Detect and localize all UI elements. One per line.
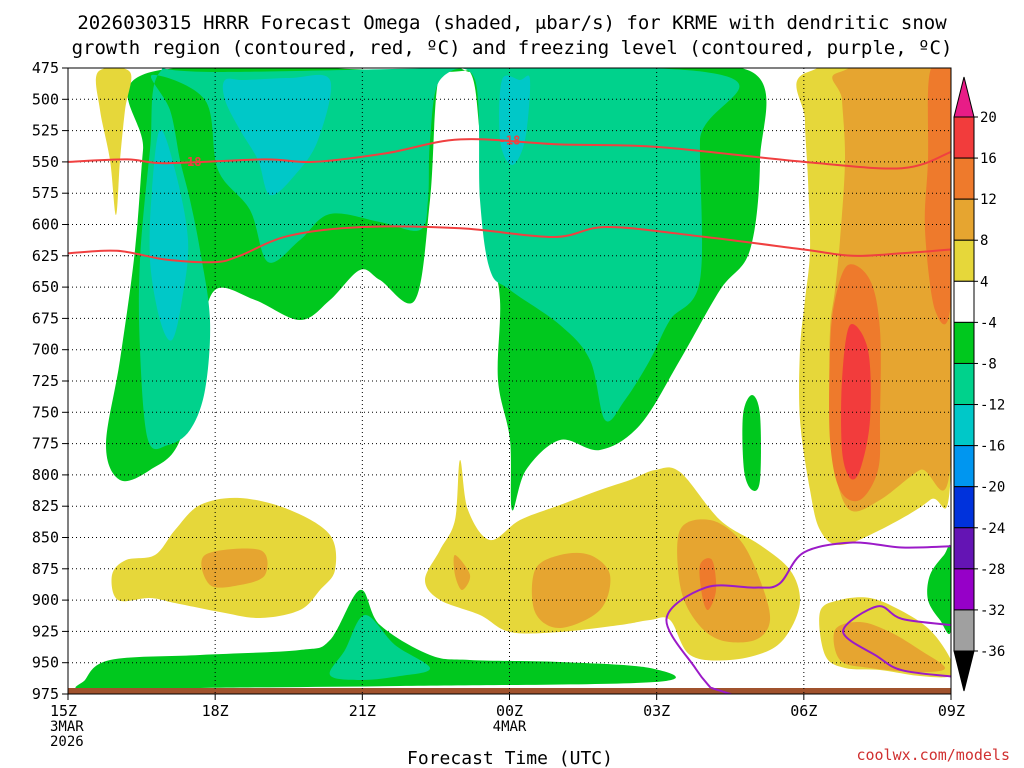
y-tick-label: 975 xyxy=(32,685,59,703)
y-tick-label: 625 xyxy=(32,247,59,265)
omega-shaded-region xyxy=(201,548,268,588)
y-tick-label: 650 xyxy=(32,278,59,296)
omega-shaded-region xyxy=(841,323,871,480)
omega-shaded-region xyxy=(677,519,771,643)
omega-shaded-region xyxy=(531,552,611,629)
y-tick-label: 700 xyxy=(32,341,59,359)
y-tick-label: 900 xyxy=(32,591,59,609)
colorbar-bin xyxy=(953,198,975,241)
colorbar-label: 8 xyxy=(980,233,988,249)
colorbar-bin xyxy=(953,157,975,200)
x-tick-label: 4MAR xyxy=(493,719,527,735)
y-tick-label: 525 xyxy=(32,122,59,140)
x-tick-label: 03Z xyxy=(643,702,670,720)
colorbar-bin xyxy=(953,527,975,570)
colorbar-label: -20 xyxy=(980,480,1005,496)
freezing-level-contour xyxy=(710,686,734,694)
colorbar-label: -16 xyxy=(980,439,1005,455)
omega-shaded-region xyxy=(222,74,332,196)
grid-lines xyxy=(68,68,951,694)
colorbar-label: -4 xyxy=(980,315,997,331)
omega-shaded-region xyxy=(833,621,945,672)
colorbar-bin xyxy=(953,76,975,118)
colorbar-bin xyxy=(953,404,975,447)
y-tick-label: 850 xyxy=(32,529,59,547)
colorbar-label: 4 xyxy=(980,274,988,290)
colorbar-label: -24 xyxy=(980,521,1005,537)
x-tick-label: 15Z xyxy=(50,702,77,720)
colorbar-bin xyxy=(953,445,975,488)
y-tick-label: 750 xyxy=(32,403,59,421)
colorbar-bin xyxy=(953,239,975,282)
dgz-contour-label: -18 xyxy=(499,134,521,148)
colorbar-bin xyxy=(953,486,975,529)
y-axis: 475 500 525 550 575 600 625 650 675 700 725 750 775 8… xyxy=(32,59,68,703)
x-tick-label: 21Z xyxy=(349,702,376,720)
y-tick-label: 925 xyxy=(32,622,59,640)
colorbar-label: 12 xyxy=(980,192,997,208)
x-tick-label: 2026 xyxy=(50,734,84,750)
credit-text: coolwx.com/models xyxy=(856,746,1010,764)
x-tick-label: 00Z xyxy=(496,702,523,720)
colorbar: 20 16 12 8 4 -4 -8 -12 -16 -20 -24 -28 -32 -36 xyxy=(953,76,1005,692)
plot-area: -18 -18 xyxy=(68,68,951,694)
x-tick-label: 09Z xyxy=(938,702,965,720)
colorbar-bin xyxy=(953,568,975,611)
dgz-contour-label: -18 xyxy=(180,155,202,169)
contour-lines: -18 -18 xyxy=(68,134,951,694)
colorbar-bin xyxy=(953,650,975,692)
colorbar-label: 16 xyxy=(980,151,997,167)
colorbar-bin xyxy=(953,609,975,652)
omega-shaded-field xyxy=(75,68,951,691)
y-tick-label: 675 xyxy=(32,309,59,327)
chart-title-line2: growth region (contoured, red, ºC) and f… xyxy=(72,37,953,59)
y-tick-label: 950 xyxy=(32,654,59,672)
x-tick-label: 3MAR xyxy=(50,719,84,735)
y-tick-label: 800 xyxy=(32,466,59,484)
y-tick-label: 775 xyxy=(32,435,59,453)
terrain-ground xyxy=(68,688,951,694)
freezing-level-contour xyxy=(665,541,951,689)
y-tick-label: 475 xyxy=(32,59,59,77)
omega-shaded-region xyxy=(329,614,431,681)
y-tick-label: 600 xyxy=(32,216,59,234)
colorbar-label: 20 xyxy=(980,110,997,126)
omega-shaded-region xyxy=(742,395,761,491)
y-tick-label: 825 xyxy=(32,497,59,515)
omega-shaded-region xyxy=(927,544,951,635)
omega-shaded-region xyxy=(924,68,951,325)
dgz-contour-line xyxy=(68,138,951,170)
omega-shaded-region xyxy=(149,129,189,341)
y-tick-label: 550 xyxy=(32,153,59,171)
colorbar-bin xyxy=(953,116,975,159)
colorbar-bin xyxy=(953,321,975,364)
colorbar-label: -8 xyxy=(980,356,997,372)
omega-shaded-region xyxy=(699,558,717,611)
colorbar-bin xyxy=(953,280,975,323)
x-tick-label: 06Z xyxy=(790,702,817,720)
dgz-contour-line xyxy=(68,225,951,264)
x-tick-label: 18Z xyxy=(202,702,229,720)
y-tick-label: 725 xyxy=(32,372,59,390)
y-tick-label: 575 xyxy=(32,184,59,202)
colorbar-label: -36 xyxy=(980,644,1005,660)
y-tick-label: 500 xyxy=(32,90,59,108)
x-axis-label: Forecast Time (UTC) xyxy=(407,748,613,768)
colorbar-bin xyxy=(953,362,975,406)
colorbar-label: -32 xyxy=(980,603,1005,619)
y-tick-label: 875 xyxy=(32,560,59,578)
chart-title-line1: 2026030315 HRRR Forecast Omega (shaded, … xyxy=(77,12,947,34)
colorbar-label: -28 xyxy=(980,562,1005,578)
colorbar-label: -12 xyxy=(980,398,1005,414)
omega-shaded-region xyxy=(95,68,132,215)
omega-shaded-region xyxy=(453,555,471,590)
freezing-level-contour xyxy=(842,605,951,678)
